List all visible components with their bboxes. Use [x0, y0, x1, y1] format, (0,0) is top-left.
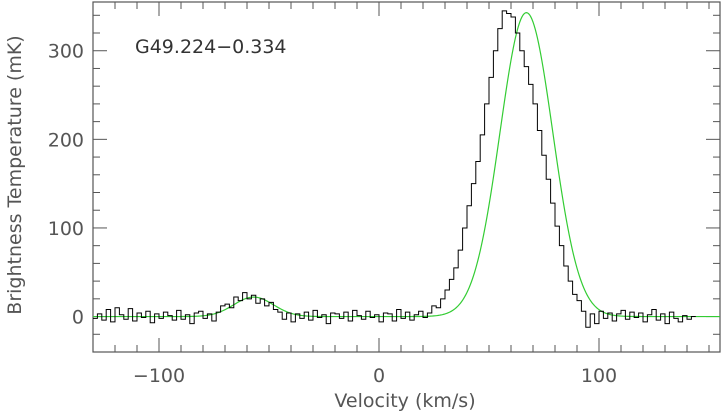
spectrum-step-line: [93, 10, 696, 328]
gaussian-fit-line: [93, 12, 720, 318]
x-tick-label: 100: [581, 365, 617, 387]
y-tick-label: 300: [48, 41, 84, 63]
source-annotation: G49.224−0.334: [135, 36, 287, 58]
ticks: [92, 2, 720, 353]
plot-frame: [92, 1, 721, 353]
y-axis-label: Brightness Temperature (mK): [4, 35, 26, 314]
y-tick-label: 0: [72, 307, 84, 329]
y-tick-label: 200: [48, 129, 84, 151]
x-tick-label: −100: [133, 365, 185, 387]
y-tick-label: 100: [48, 218, 84, 240]
x-tick-label: 0: [373, 365, 385, 387]
tick-labels: −100 0 100 0 100 200 300: [48, 41, 617, 387]
x-axis-label: Velocity (km/s): [334, 390, 475, 412]
